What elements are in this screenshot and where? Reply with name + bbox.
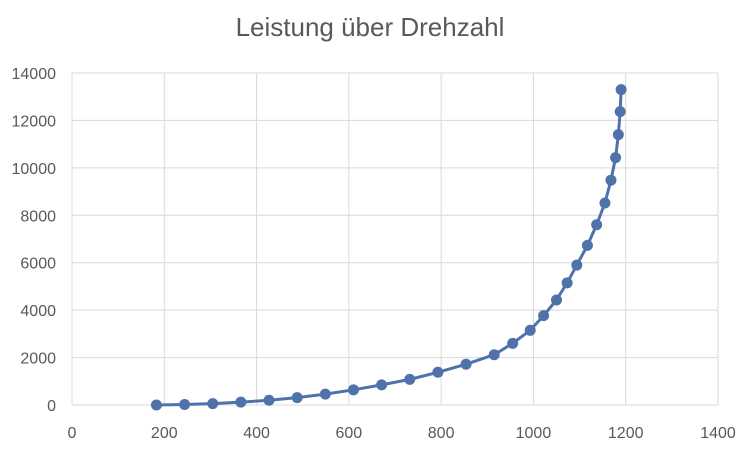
y-tick-label: 8000 — [20, 208, 56, 225]
data-point — [507, 337, 519, 349]
data-point — [291, 392, 303, 404]
x-tick-label: 800 — [428, 425, 455, 442]
y-tick-label: 14000 — [12, 66, 57, 83]
x-tick-label: 1200 — [608, 425, 644, 442]
y-tick-label: 12000 — [12, 113, 57, 130]
data-point — [235, 396, 247, 408]
x-tick-label: 200 — [151, 425, 178, 442]
data-point — [263, 394, 275, 406]
data-point — [432, 366, 444, 378]
data-point — [179, 399, 191, 411]
chart-title: Leistung über Drehzahl — [235, 12, 505, 42]
data-point — [599, 197, 611, 209]
data-point — [614, 106, 626, 118]
data-point — [615, 84, 627, 96]
x-tick-label: 600 — [336, 425, 363, 442]
data-point — [561, 277, 573, 289]
data-point — [524, 324, 536, 336]
data-point — [319, 388, 331, 400]
data-point — [150, 399, 162, 411]
data-point — [376, 379, 388, 391]
y-tick-label: 4000 — [20, 303, 56, 320]
data-point — [605, 174, 617, 186]
data-point — [612, 129, 624, 141]
data-point — [404, 373, 416, 385]
data-point — [460, 358, 472, 370]
y-tick-label: 0 — [47, 398, 56, 415]
data-point — [347, 384, 359, 396]
x-tick-label: 400 — [243, 425, 270, 442]
data-point — [207, 398, 219, 410]
data-point — [571, 259, 583, 271]
y-tick-label: 2000 — [20, 351, 56, 368]
y-tick-label: 6000 — [20, 256, 56, 273]
data-point — [591, 219, 603, 231]
x-tick-label: 1400 — [700, 425, 736, 442]
data-point — [610, 152, 622, 164]
y-tick-label: 10000 — [12, 161, 57, 178]
data-point — [581, 239, 593, 251]
data-point — [538, 310, 550, 322]
x-tick-label: 1000 — [516, 425, 552, 442]
x-tick-label: 0 — [68, 425, 77, 442]
data-point — [551, 294, 562, 306]
data-point — [488, 349, 500, 361]
